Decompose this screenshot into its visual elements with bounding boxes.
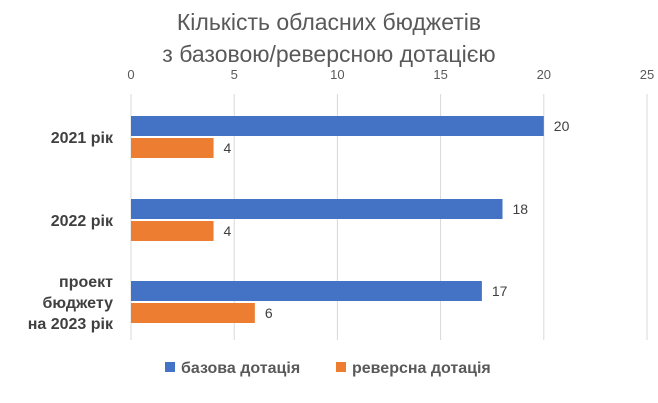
chart-title-line: з базовою/реверсною дотацією — [162, 41, 495, 67]
data-label: 4 — [224, 140, 232, 156]
bars: 20 18 17 4 4 6 — [131, 116, 570, 323]
bar-reverse — [131, 303, 255, 323]
x-tick-label: 0 — [127, 67, 134, 82]
x-tick-label: 25 — [640, 67, 654, 82]
category-label: 2022 рік — [51, 213, 114, 230]
data-label: 18 — [513, 201, 529, 217]
data-label: 20 — [554, 118, 570, 134]
legend-entry: базова дотація — [181, 360, 300, 377]
chart-title: Кількість обласних бюджетів з базовою/рев… — [162, 9, 495, 67]
x-tick-label: 15 — [433, 67, 447, 82]
bar-reverse — [131, 221, 214, 241]
legend-swatch — [336, 362, 346, 372]
bar-base — [131, 281, 482, 301]
data-label: 6 — [265, 305, 273, 321]
category-labels: 2021 рік 2022 рік проект бюджету на 2023 рік — [28, 130, 114, 333]
legend-swatch — [165, 362, 175, 372]
category-label: проект — [59, 274, 113, 291]
data-label: 17 — [492, 283, 508, 299]
bar-base — [131, 116, 544, 136]
data-label: 4 — [224, 223, 232, 239]
x-tick-label: 10 — [330, 67, 344, 82]
legend-entry: реверсна дотація — [352, 360, 491, 377]
category-label: 2021 рік — [51, 130, 114, 147]
chart-title-line: Кількість обласних бюджетів — [177, 9, 481, 35]
x-tick-label: 5 — [231, 67, 238, 82]
legend: базова дотація реверсна дотація — [165, 360, 491, 377]
bar-reverse — [131, 138, 214, 158]
category-label: бюджету — [43, 295, 114, 312]
x-tick-label: 20 — [537, 67, 551, 82]
x-axis-ticks: 0 5 10 15 20 25 — [127, 67, 654, 82]
category-label: на 2023 рік — [28, 316, 114, 333]
bar-base — [131, 199, 503, 219]
